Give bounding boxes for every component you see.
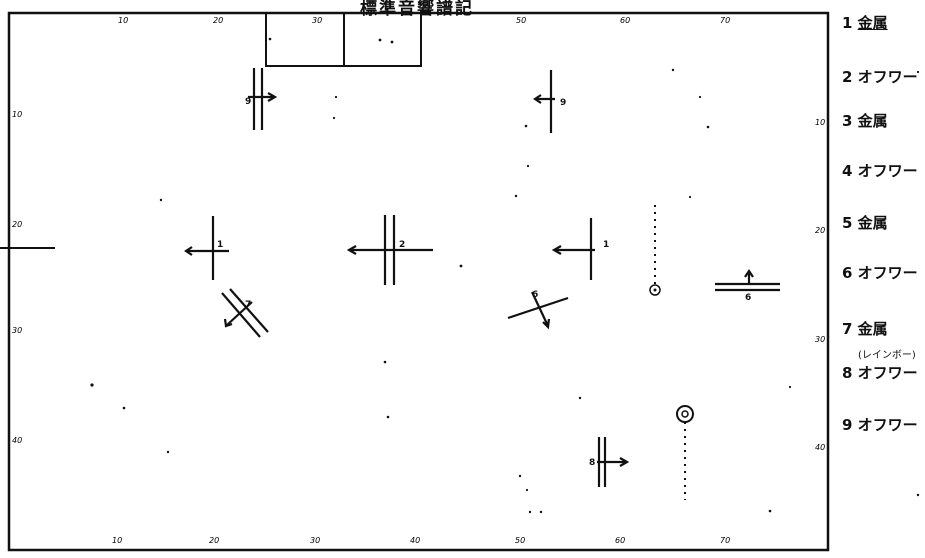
- legend-label: 金属: [857, 14, 888, 32]
- y-tick-label: 40: [815, 443, 825, 452]
- top-box-left: [265, 12, 345, 67]
- scatter-dots: [90, 37, 920, 514]
- legend-number: 9: [842, 416, 853, 434]
- legend-number: 4: [842, 162, 853, 180]
- mark-label: 6: [532, 290, 538, 300]
- legend-item: 1 金属: [842, 12, 888, 33]
- y-ticks-left: 10 20 30 40: [12, 110, 22, 445]
- legend-label: 金属: [857, 112, 888, 130]
- legend-item: 2 オフワー: [842, 66, 918, 87]
- cross-mark: [184, 216, 229, 280]
- y-tick-label: 20: [815, 226, 825, 235]
- legend-item: 9 オフワー: [842, 414, 918, 435]
- x-tick-label: 60: [620, 16, 630, 25]
- legend-item: 7 金属: [842, 318, 888, 339]
- mark-label: 1: [217, 240, 223, 250]
- legend-item: 5 金属: [842, 212, 888, 233]
- diagonal-cross-mark: [507, 291, 569, 330]
- mark-label: 9: [560, 98, 566, 108]
- x-tick-label: 40: [410, 536, 420, 545]
- mark-labels: 1 2 1 9 9 6 6 7 8: [217, 97, 751, 468]
- legend-number: 1: [842, 14, 853, 32]
- dotted-marker-2: [676, 405, 694, 500]
- mark-label: 7: [245, 300, 251, 310]
- mark-label: 2: [399, 240, 405, 250]
- cross-mark: [551, 218, 595, 280]
- legend-number: 5: [842, 214, 853, 232]
- double-bar-mark: [597, 437, 630, 487]
- legend-item: 4 オフワー: [842, 160, 918, 181]
- y-ticks-right: 10 20 30 40: [815, 118, 825, 452]
- chart-frame: [7, 11, 830, 552]
- x-tick-label: 60: [615, 536, 625, 545]
- y-tick-label: 10: [12, 110, 22, 119]
- diagram-marks: [184, 68, 780, 487]
- legend-number: 7: [842, 320, 853, 338]
- mark-label: 8: [589, 458, 595, 468]
- x-tick-label: 30: [310, 536, 320, 545]
- legend-label: 金属: [857, 320, 888, 338]
- legend-label: 金属: [857, 214, 888, 232]
- double-cross-mark: [346, 215, 433, 285]
- x-ticks-bottom: 10 20 30 40 50 60 70: [112, 536, 730, 545]
- x-tick-label: 50: [516, 16, 526, 25]
- x-tick-label: 70: [720, 16, 730, 25]
- y-tick-label: 10: [815, 118, 825, 127]
- legend-number: 6: [842, 264, 853, 282]
- legend-label: オフワー: [857, 264, 918, 282]
- y-tick-label: 20: [12, 220, 22, 229]
- x-tick-label: 10: [118, 16, 128, 25]
- x-ticks-top: 10 20 30 50 60 70: [118, 16, 730, 25]
- x-tick-label: 20: [213, 16, 223, 25]
- x-tick-label: 10: [112, 536, 122, 545]
- dotted-marker-1: [649, 205, 661, 296]
- legend-label: オフワー: [857, 364, 918, 382]
- mark-label: 9: [245, 97, 251, 107]
- legend-label: オフワー: [857, 416, 918, 434]
- double-bar-mark: [248, 68, 278, 130]
- horizontal-double-mark: [715, 269, 780, 292]
- legend-sub-note: (レインボー): [858, 350, 916, 361]
- legend-number: 3: [842, 112, 853, 130]
- top-box-right: [343, 12, 422, 67]
- legend-label: オフワー: [857, 162, 918, 180]
- single-bar-mark: [533, 70, 555, 133]
- legend-item: 3 金属: [842, 110, 888, 131]
- y-tick-label: 30: [12, 326, 22, 335]
- legend-item: 8 オフワー: [842, 362, 918, 383]
- legend-item: 6 オフワー: [842, 262, 918, 283]
- legend-number: 8: [842, 364, 853, 382]
- legend-number: 2: [842, 68, 853, 86]
- mark-label: 1: [603, 240, 609, 250]
- x-tick-label: 20: [209, 536, 219, 545]
- mark-label: 6: [745, 293, 751, 303]
- diagonal-double-mark: [221, 288, 269, 338]
- y-tick-label: 40: [12, 436, 22, 445]
- x-tick-label: 30: [312, 16, 322, 25]
- y-tick-label: 30: [815, 335, 825, 344]
- x-tick-label: 50: [515, 536, 525, 545]
- x-tick-label: 70: [720, 536, 730, 545]
- legend-label: オフワー: [857, 68, 918, 86]
